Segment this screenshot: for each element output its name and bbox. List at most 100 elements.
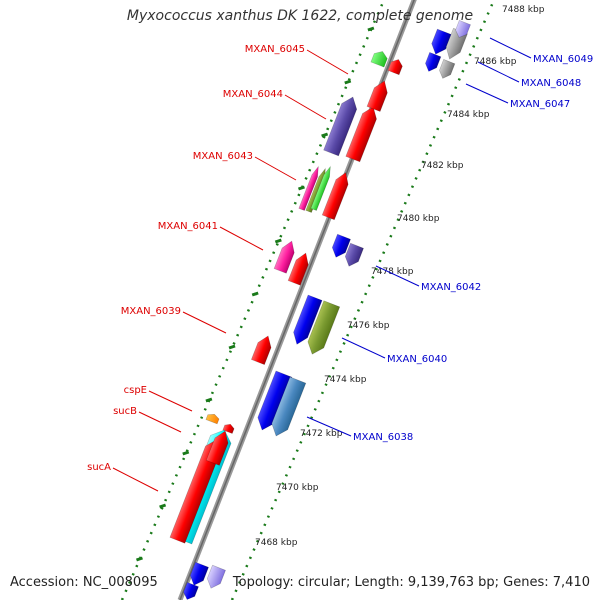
gene-arrow <box>257 370 293 431</box>
gene-arrow <box>183 581 199 600</box>
gene-feature <box>273 240 295 274</box>
genome-summary-text: Topology: circular; Length: 9,139,763 bp… <box>232 575 590 590</box>
gene-arrow <box>439 59 456 79</box>
gene-feature <box>366 80 388 112</box>
gene-arrow <box>321 172 349 221</box>
reverse-label-leader <box>375 265 420 287</box>
gene-arrow <box>205 413 220 425</box>
reverse-label-leader <box>341 337 386 359</box>
gene-feature <box>323 96 358 157</box>
ruler-tick <box>182 450 190 456</box>
gene-feature <box>257 370 293 431</box>
scale-label: 7482 kbp <box>421 161 464 171</box>
reverse-gene-label: MXAN_6040 <box>387 354 447 365</box>
forward-label-leader <box>148 390 193 412</box>
scale-label: 7484 kbp <box>447 110 490 120</box>
ruler-tick <box>251 291 259 297</box>
forward-gene-label: sucA <box>87 462 111 473</box>
ruler-tick <box>367 26 375 32</box>
gene-feature <box>206 564 226 589</box>
gene-arrow <box>298 165 319 211</box>
scale-label: 7476 kbp <box>347 321 390 331</box>
forward-label-leader <box>182 311 227 334</box>
gene-arrow <box>293 294 323 345</box>
gene-arrow <box>222 423 235 434</box>
reverse-label-leader <box>477 61 520 83</box>
scale-label: 7468 kbp <box>255 538 298 548</box>
gene-arrow <box>287 252 309 286</box>
gene-feature <box>387 59 403 76</box>
forward-label-leader <box>219 226 264 251</box>
gene-arrow <box>307 300 341 355</box>
forward-label-leader <box>112 467 159 492</box>
gene-feature <box>293 294 323 345</box>
forward-label-leader <box>254 156 297 181</box>
reverse-gene-label: MXAN_6049 <box>533 54 593 65</box>
gene-feature <box>310 165 331 211</box>
ruler-left-dots <box>120 0 386 601</box>
gene-feature <box>331 233 351 258</box>
gene-arrow <box>345 106 377 163</box>
gene-feature <box>271 376 307 437</box>
forward-gene-label: sucB <box>113 406 137 417</box>
ruler-tick <box>228 344 236 350</box>
gene-feature <box>205 413 220 425</box>
gene-arrow <box>344 242 364 267</box>
ruler-tick <box>274 238 282 244</box>
gene-feature <box>183 581 199 600</box>
gene-arrow <box>205 430 229 466</box>
gene-feature <box>345 106 377 163</box>
gene-feature <box>431 28 452 55</box>
scale-label: 7478 kbp <box>371 267 414 277</box>
forward-gene-label: MXAN_6044 <box>223 89 283 100</box>
gene-feature <box>344 242 364 267</box>
gene-arrow <box>366 80 388 112</box>
gene-feature <box>307 300 341 355</box>
scale-label: 7474 kbp <box>324 375 367 385</box>
forward-label-leader <box>284 94 327 120</box>
gene-arrow <box>273 240 295 274</box>
ruler-tick <box>321 132 329 138</box>
forward-gene-label: MXAN_6045 <box>245 44 305 55</box>
forward-gene-label: MXAN_6043 <box>193 151 253 162</box>
gene-feature <box>298 165 319 211</box>
gene-feature <box>370 51 388 68</box>
gene-feature <box>439 59 456 79</box>
ruler-tick <box>205 397 213 403</box>
scale-label: 7480 kbp <box>397 214 440 224</box>
reverse-label-leader <box>489 37 532 59</box>
reverse-label-leader <box>465 83 509 104</box>
reverse-gene-label: MXAN_6042 <box>421 282 481 293</box>
gene-feature <box>251 335 272 365</box>
reverse-gene-label: MXAN_6038 <box>353 432 413 443</box>
gene-feature <box>455 19 471 38</box>
gene-feature <box>425 52 442 72</box>
scale-label: 7472 kbp <box>300 429 343 439</box>
gene-arrow <box>455 19 471 38</box>
ruler-right-dots <box>230 0 496 601</box>
forward-label-leader <box>306 49 349 75</box>
ruler-tick <box>159 503 167 509</box>
gene-arrow <box>251 335 272 365</box>
gene-arrow <box>206 564 226 589</box>
gene-feature <box>205 430 229 466</box>
scale-label: 7470 kbp <box>276 483 319 493</box>
gene-feature <box>321 172 349 221</box>
forward-label-leader <box>138 411 182 433</box>
gene-feature <box>189 561 209 586</box>
gene-feature <box>287 252 309 286</box>
forward-gene-label: MXAN_6039 <box>121 306 181 317</box>
reverse-gene-label: MXAN_6048 <box>521 78 581 89</box>
gene-arrow <box>387 59 403 76</box>
gene-arrow <box>431 28 452 55</box>
forward-gene-label: MXAN_6041 <box>158 221 218 232</box>
gene-arrow <box>425 52 442 72</box>
scale-label: 7486 kbp <box>474 57 517 67</box>
reverse-label-leader <box>306 416 352 437</box>
accession-text: Accession: NC_008095 <box>10 575 158 590</box>
ruler-tick <box>344 79 352 85</box>
map-title: Myxococcus xanthus DK 1622, complete gen… <box>126 8 474 24</box>
scale-label: 7488 kbp <box>502 5 545 15</box>
